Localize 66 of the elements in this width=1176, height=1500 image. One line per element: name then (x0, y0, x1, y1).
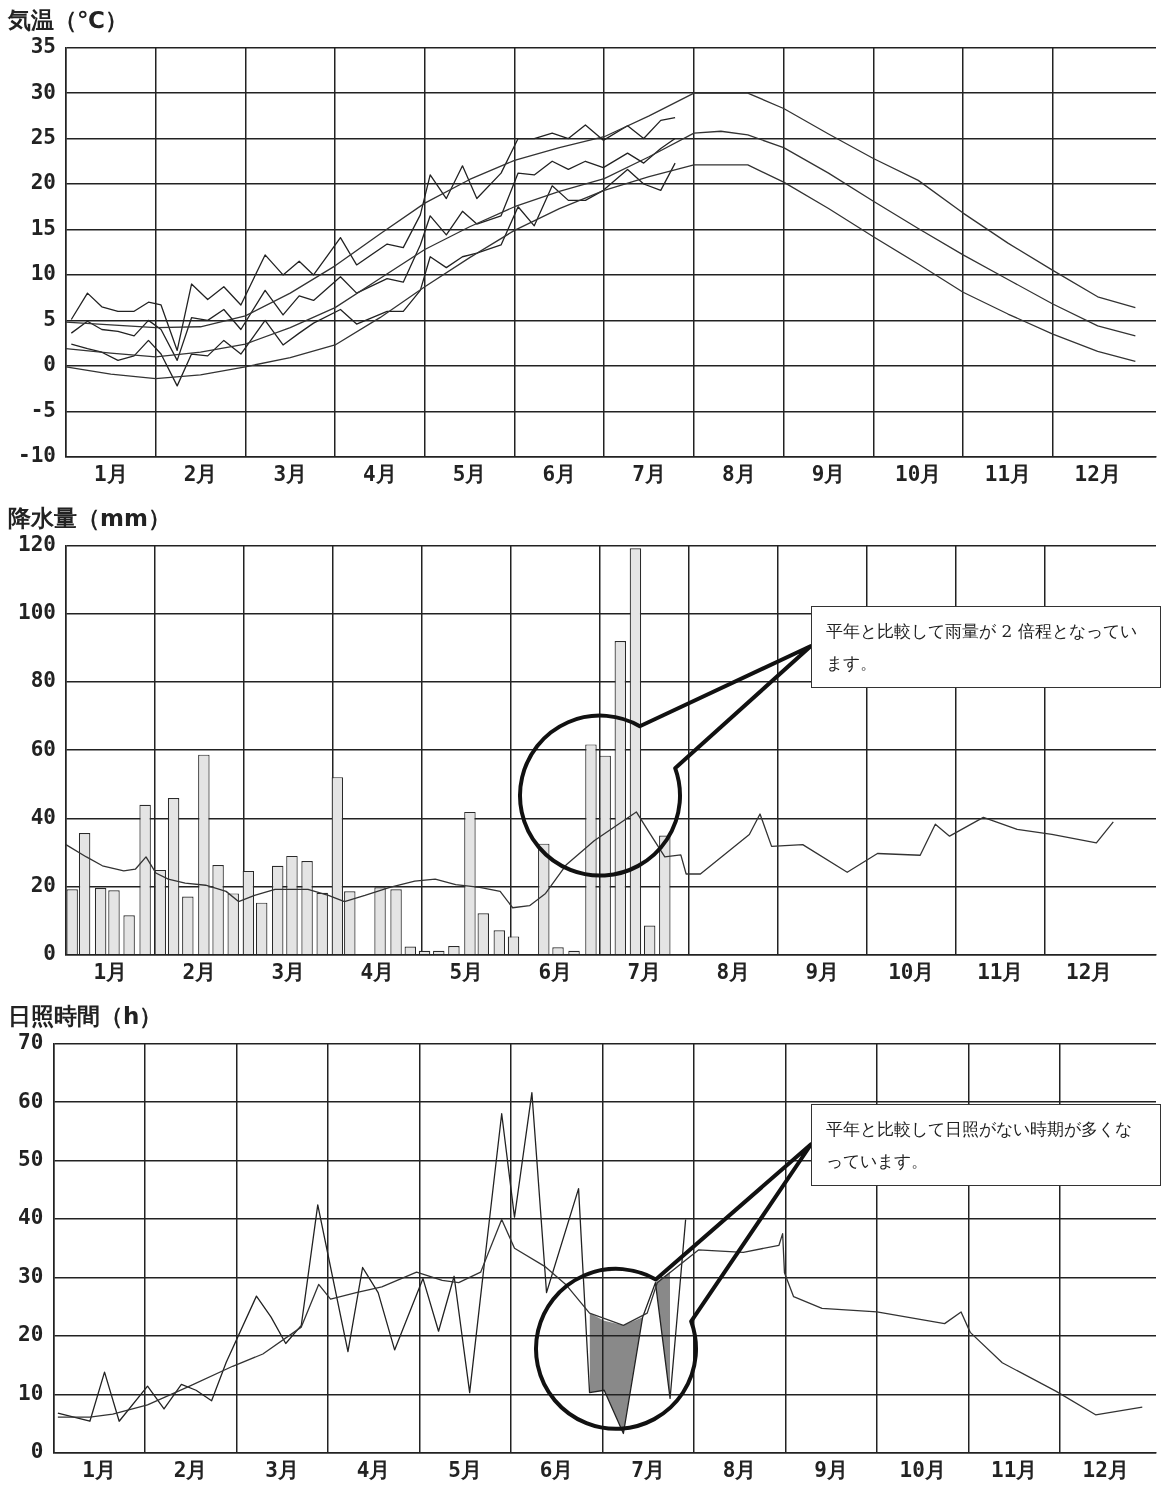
x-tick-label: 4月 (356, 1457, 391, 1482)
x-tick-label: 2月 (183, 461, 218, 486)
y-tick-label: 10 (17, 1380, 44, 1405)
x-tick-label: 4月 (360, 959, 395, 984)
x-tick-label: 9月 (811, 461, 846, 486)
x-tick-label: 8月 (716, 959, 751, 984)
chart-title: 降水量（mm） (8, 504, 171, 531)
y-tick-label: 100 (17, 600, 56, 625)
y-tick-label: 15 (30, 215, 56, 240)
y-tick-label: 20 (30, 873, 56, 898)
y-tick-label: 120 (17, 532, 56, 557)
x-tick-label: 6月 (542, 461, 577, 486)
y-tick-label: 80 (30, 668, 56, 693)
x-tick-label: 8月 (721, 461, 756, 486)
x-tick-label: 11月 (991, 1457, 1038, 1482)
x-tick-label: 4月 (363, 461, 397, 486)
y-tick-label: 60 (30, 736, 56, 761)
x-tick-label: 9月 (805, 959, 840, 984)
x-tick-label: 7月 (631, 1457, 665, 1482)
y-tick-label: 60 (17, 1088, 44, 1113)
x-tick-label: 1月 (82, 1457, 116, 1482)
y-tick-label: 25 (30, 124, 56, 149)
x-tick-label: 5月 (449, 959, 484, 984)
x-tick-label: 2月 (173, 1457, 208, 1482)
y-tick-label: 20 (30, 170, 56, 195)
x-tick-label: 8月 (722, 1457, 757, 1482)
x-tick-label: 12月 (1074, 461, 1121, 486)
x-tick-label: 10月 (895, 461, 942, 486)
y-tick-label: -10 (17, 443, 56, 468)
y-tick-label: 0 (43, 352, 56, 377)
y-tick-label: 0 (43, 941, 56, 966)
y-tick-label: 50 (17, 1146, 44, 1171)
x-tick-label: 11月 (984, 461, 1032, 486)
x-tick-label: 6月 (539, 1457, 574, 1482)
y-tick-label: 20 (17, 1322, 44, 1347)
y-tick-label: 5 (43, 306, 56, 331)
x-tick-label: 5月 (448, 1457, 482, 1482)
y-tick-label: 0 (30, 1439, 44, 1464)
x-tick-label: 7月 (627, 959, 662, 984)
y-tick-label: -5 (30, 397, 56, 422)
chart-title: 気温（℃） (7, 6, 128, 33)
chart-title: 日照時間（h） (8, 1002, 163, 1029)
x-tick-label: 1月 (93, 461, 128, 486)
x-tick-label: 10月 (888, 959, 935, 984)
y-tick-label: 30 (17, 1263, 44, 1288)
x-tick-label: 3月 (271, 959, 306, 984)
annotation: 平年と比較して雨量が 2 倍程となっています。 (811, 605, 1161, 688)
x-tick-label: 1月 (93, 959, 128, 984)
x-tick-label: 3月 (265, 1457, 299, 1482)
x-tick-label: 9月 (814, 1457, 848, 1482)
x-tick-label: 11月 (977, 959, 1024, 984)
y-tick-label: 10 (30, 261, 56, 286)
y-tick-label: 70 (17, 1030, 44, 1055)
x-tick-label: 12月 (1082, 1457, 1129, 1482)
x-tick-label: 7月 (632, 461, 666, 486)
x-tick-label: 3月 (273, 461, 308, 486)
annotation: 平年と比較して日照がない時期が多くなっています。 (811, 1103, 1161, 1186)
y-tick-label: 35 (30, 34, 56, 59)
y-tick-label: 40 (30, 804, 56, 829)
x-tick-label: 10月 (899, 1457, 946, 1482)
x-tick-label: 12月 (1066, 959, 1113, 984)
y-tick-label: 30 (30, 79, 56, 104)
x-tick-label: 6月 (538, 959, 573, 984)
y-tick-label: 40 (17, 1205, 44, 1230)
x-tick-label: 5月 (452, 461, 487, 486)
x-tick-label: 2月 (182, 959, 217, 984)
